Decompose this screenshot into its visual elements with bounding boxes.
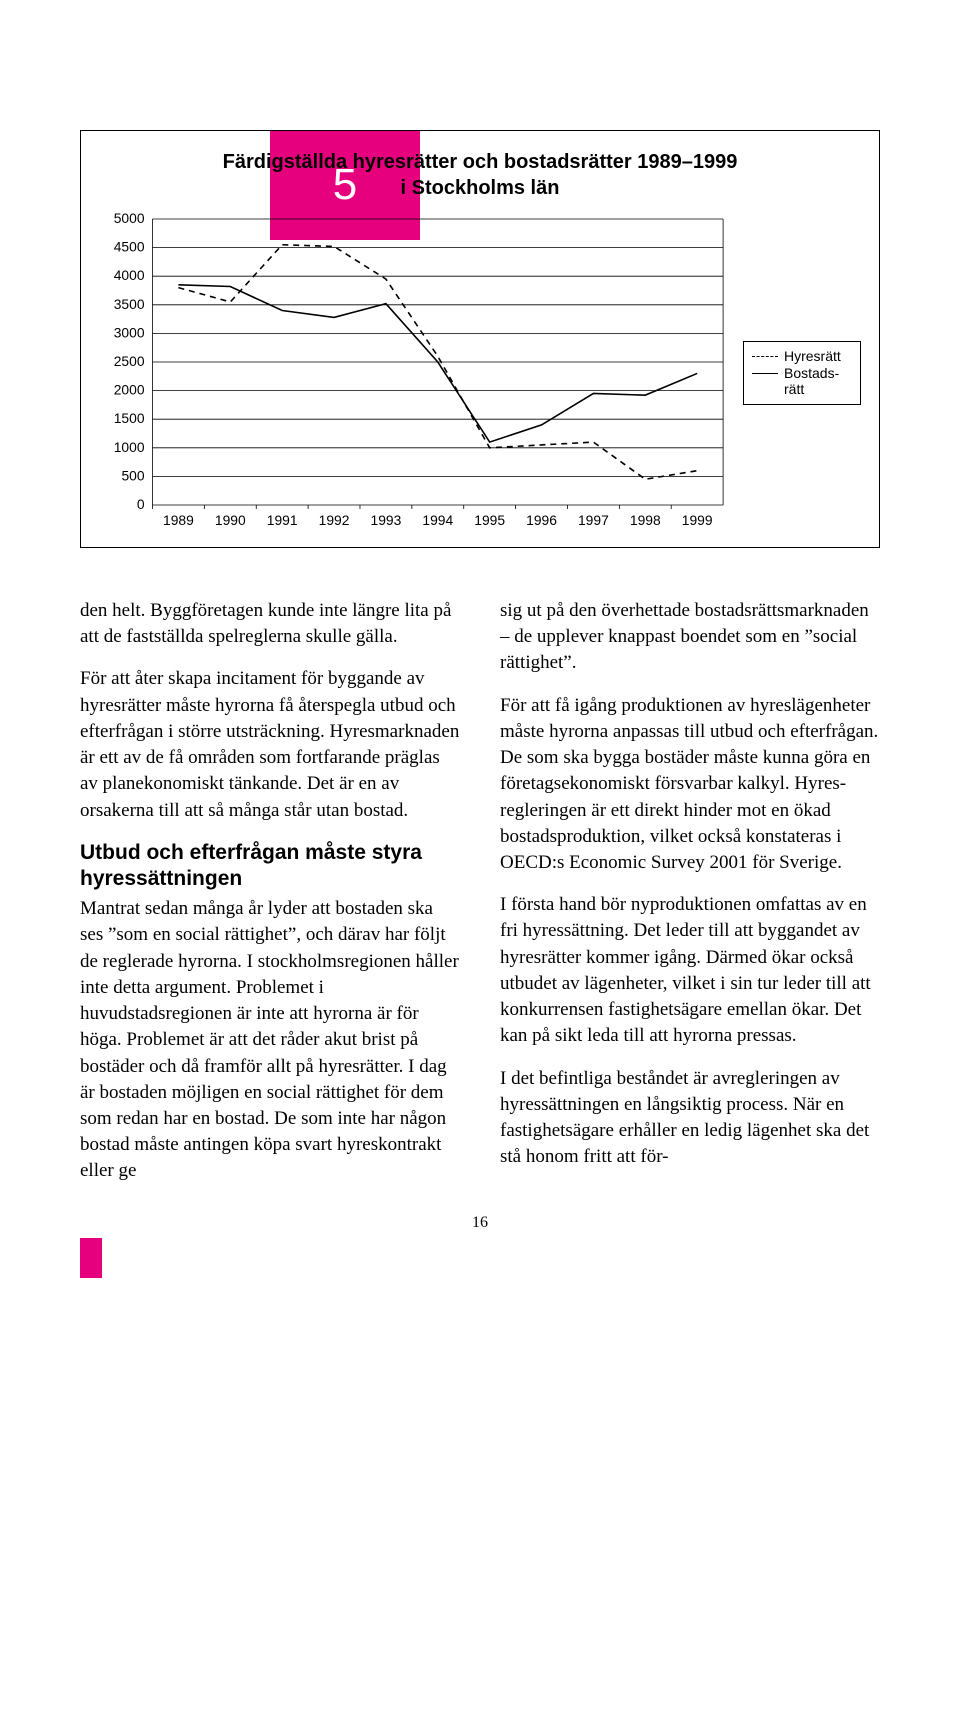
paragraph: I det befintliga beståndet är avreglerin… [500, 1066, 880, 1171]
svg-text:2500: 2500 [114, 353, 145, 369]
footer-accent-marker [80, 1238, 102, 1278]
chart-legend: HyresrättBostads-rätt [743, 341, 861, 405]
line-chart: 0 500 1000 1500 2000 2500 3000 3500 4000 4500 5000… [99, 213, 733, 533]
legend-label: Hyresrätt [784, 348, 841, 365]
footer-page-number: 16 [80, 1214, 880, 1232]
chart-title: Färdigställda hyresrätter och bostadsrät… [99, 149, 861, 201]
svg-text:1995: 1995 [474, 512, 505, 528]
section-heading: Utbud och efterfrågan måste styra hyress… [80, 840, 460, 893]
paragraph: den helt. Byggföretagen kunde inte längr… [80, 598, 460, 650]
paragraph: För att åter skapa incitament för byggan… [80, 666, 460, 823]
chart-frame: Färdigställda hyresrätter och bostadsrät… [80, 130, 880, 548]
legend-item: Hyresrätt [752, 348, 852, 365]
svg-text:500: 500 [121, 467, 144, 483]
svg-text:1993: 1993 [371, 512, 402, 528]
svg-text:0: 0 [137, 496, 145, 512]
svg-text:1996: 1996 [526, 512, 557, 528]
svg-text:1990: 1990 [215, 512, 246, 528]
svg-text:2000: 2000 [114, 382, 145, 398]
svg-text:1991: 1991 [267, 512, 298, 528]
svg-text:4500: 4500 [114, 239, 145, 255]
paragraph: I första hand bör nyproduktionen omfatta… [500, 892, 880, 1049]
svg-text:3500: 3500 [114, 296, 145, 312]
legend-label: Bostads-rätt [784, 365, 839, 399]
legend-swatch [752, 356, 778, 357]
body-text-columns: den helt. Byggföretagen kunde inte längr… [80, 598, 880, 1194]
svg-text:3000: 3000 [114, 324, 145, 340]
svg-text:1989: 1989 [163, 512, 194, 528]
paragraph: För att få igång produktionen av hyres­l… [500, 693, 880, 877]
svg-text:1998: 1998 [630, 512, 661, 528]
svg-text:1500: 1500 [114, 410, 145, 426]
svg-text:1994: 1994 [422, 512, 453, 528]
svg-text:1992: 1992 [319, 512, 350, 528]
svg-text:4000: 4000 [114, 267, 145, 283]
svg-text:1999: 1999 [682, 512, 713, 528]
paragraph: sig ut på den överhettade bostadsrättsma… [500, 598, 880, 677]
chart-series-bostads- rätt [178, 285, 697, 442]
svg-text:5000: 5000 [114, 213, 145, 226]
legend-item: Bostads-rätt [752, 365, 852, 399]
svg-text:1000: 1000 [114, 439, 145, 455]
legend-swatch [752, 373, 778, 374]
paragraph: Mantrat sedan många år lyder att bostade… [80, 896, 460, 1184]
svg-text:1997: 1997 [578, 512, 609, 528]
